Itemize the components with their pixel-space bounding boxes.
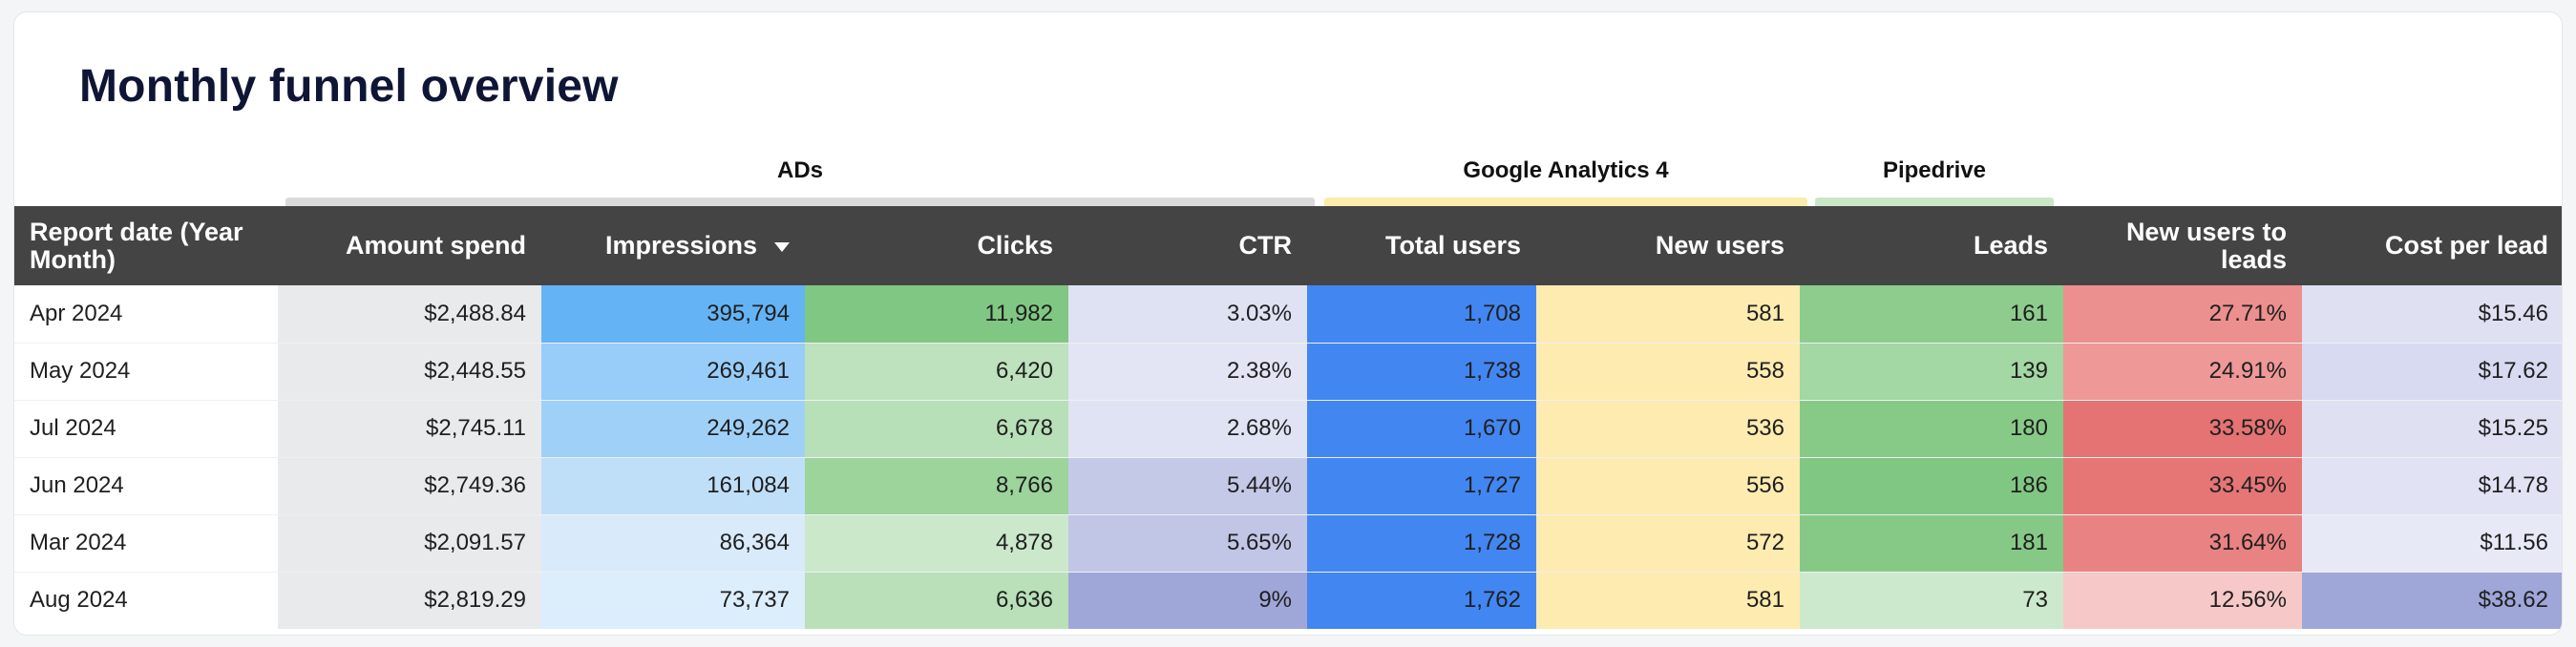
column-header-cost-per-lead[interactable]: Cost per lead (2302, 206, 2562, 285)
cell-clicks: 6,678 (805, 400, 1068, 458)
cell-cost-per-lead: $17.62 (2302, 343, 2562, 401)
group-label-ads: ADs (776, 157, 823, 183)
cell-report-date: Jul 2024 (14, 400, 278, 458)
funnel-card: Monthly funnel overview ADs Google Analy… (13, 11, 2563, 636)
cell-report-date: Mar 2024 (14, 514, 278, 573)
cell-new-users: 581 (1536, 572, 1800, 629)
cell-cost-per-lead: $11.56 (2302, 514, 2562, 573)
cell-cost-per-lead: $15.25 (2302, 400, 2562, 458)
cell-ctr: 9% (1068, 572, 1307, 629)
column-header-new-users[interactable]: New users (1536, 206, 1800, 285)
cell-leads: 186 (1800, 457, 2063, 515)
cell-leads: 139 (1800, 343, 2063, 401)
cell-leads: 180 (1800, 400, 2063, 458)
cell-new-users: 558 (1536, 343, 1800, 401)
cell-leads: 73 (1800, 572, 2063, 629)
cell-ctr: 3.03% (1068, 285, 1307, 344)
page-title: Monthly funnel overview (79, 61, 619, 112)
column-header-total-users[interactable]: Total users (1307, 206, 1536, 285)
cell-leads: 181 (1800, 514, 2063, 573)
cell-new-users: 581 (1536, 285, 1800, 344)
cell-total-users: 1,727 (1307, 457, 1536, 515)
cell-amount-spend: $2,091.57 (278, 514, 541, 573)
column-header-new-users-to-leads[interactable]: New users to leads (2063, 206, 2302, 285)
cell-amount-spend: $2,745.11 (278, 400, 541, 458)
cell-amount-spend: $2,448.55 (278, 343, 541, 401)
cell-impressions: 161,084 (541, 457, 805, 515)
cell-new-users-to-leads: 12.56% (2063, 572, 2302, 629)
cell-ctr: 5.44% (1068, 457, 1307, 515)
cell-total-users: 1,762 (1307, 572, 1536, 629)
cell-clicks: 4,878 (805, 514, 1068, 573)
cell-clicks: 8,766 (805, 457, 1068, 515)
cell-total-users: 1,728 (1307, 514, 1536, 573)
cell-cost-per-lead: $15.46 (2302, 285, 2562, 344)
cell-report-date: May 2024 (14, 343, 278, 401)
cell-new-users: 556 (1536, 457, 1800, 515)
column-header-report-date[interactable]: Report date (Year Month) (14, 206, 278, 285)
cell-amount-spend: $2,749.36 (278, 457, 541, 515)
cell-clicks: 11,982 (805, 285, 1068, 344)
table-row: Apr 2024 $2,488.84 395,794 11,982 3.03% … (14, 285, 2562, 344)
table-row: May 2024 $2,448.55 269,461 6,420 2.38% 1… (14, 343, 2562, 401)
cell-new-users: 572 (1536, 514, 1800, 573)
cell-report-date: Aug 2024 (14, 572, 278, 629)
cell-report-date: Apr 2024 (14, 285, 278, 344)
cell-ctr: 2.68% (1068, 400, 1307, 458)
cell-ctr: 5.65% (1068, 514, 1307, 573)
cell-ctr: 2.38% (1068, 343, 1307, 401)
cell-impressions: 269,461 (541, 343, 805, 401)
cell-new-users-to-leads: 33.45% (2063, 457, 2302, 515)
cell-report-date: Jun 2024 (14, 457, 278, 515)
cell-new-users-to-leads: 27.71% (2063, 285, 2302, 344)
cell-amount-spend: $2,488.84 (278, 285, 541, 344)
table-row: Jun 2024 $2,749.36 161,084 8,766 5.44% 1… (14, 457, 2562, 515)
column-header-amount-spend[interactable]: Amount spend (278, 206, 541, 285)
group-label-ga4: Google Analytics 4 (1463, 157, 1669, 183)
column-header-ctr[interactable]: CTR (1068, 206, 1307, 285)
cell-clicks: 6,636 (805, 572, 1068, 629)
cell-leads: 161 (1800, 285, 2063, 344)
table-row: Aug 2024 $2,819.29 73,737 6,636 9% 1,762… (14, 572, 2562, 629)
cell-new-users-to-leads: 31.64% (2063, 514, 2302, 573)
table-header-row: Report date (Year Month) Amount spend Im… (14, 206, 2562, 285)
table-row: Jul 2024 $2,745.11 249,262 6,678 2.68% 1… (14, 400, 2562, 458)
cell-cost-per-lead: $14.78 (2302, 457, 2562, 515)
column-header-clicks[interactable]: Clicks (805, 206, 1068, 285)
column-header-leads[interactable]: Leads (1800, 206, 2063, 285)
funnel-table: Report date (Year Month) Amount spend Im… (14, 206, 2562, 629)
cell-new-users: 536 (1536, 400, 1800, 458)
cell-impressions: 395,794 (541, 285, 805, 344)
cell-total-users: 1,708 (1307, 285, 1536, 344)
cell-total-users: 1,670 (1307, 400, 1536, 458)
cell-amount-spend: $2,819.29 (278, 572, 541, 629)
cell-clicks: 6,420 (805, 343, 1068, 401)
column-header-impressions[interactable]: Impressions (541, 206, 805, 285)
cell-cost-per-lead: $38.62 (2302, 572, 2562, 629)
group-label-pipedrive: Pipedrive (1882, 157, 1987, 183)
cell-impressions: 73,737 (541, 572, 805, 629)
table-row: Mar 2024 $2,091.57 86,364 4,878 5.65% 1,… (14, 514, 2562, 573)
cell-total-users: 1,738 (1307, 343, 1536, 401)
cell-new-users-to-leads: 24.91% (2063, 343, 2302, 401)
cell-new-users-to-leads: 33.58% (2063, 400, 2302, 458)
sort-descending-icon[interactable] (774, 241, 790, 252)
cell-impressions: 86,364 (541, 514, 805, 573)
cell-impressions: 249,262 (541, 400, 805, 458)
